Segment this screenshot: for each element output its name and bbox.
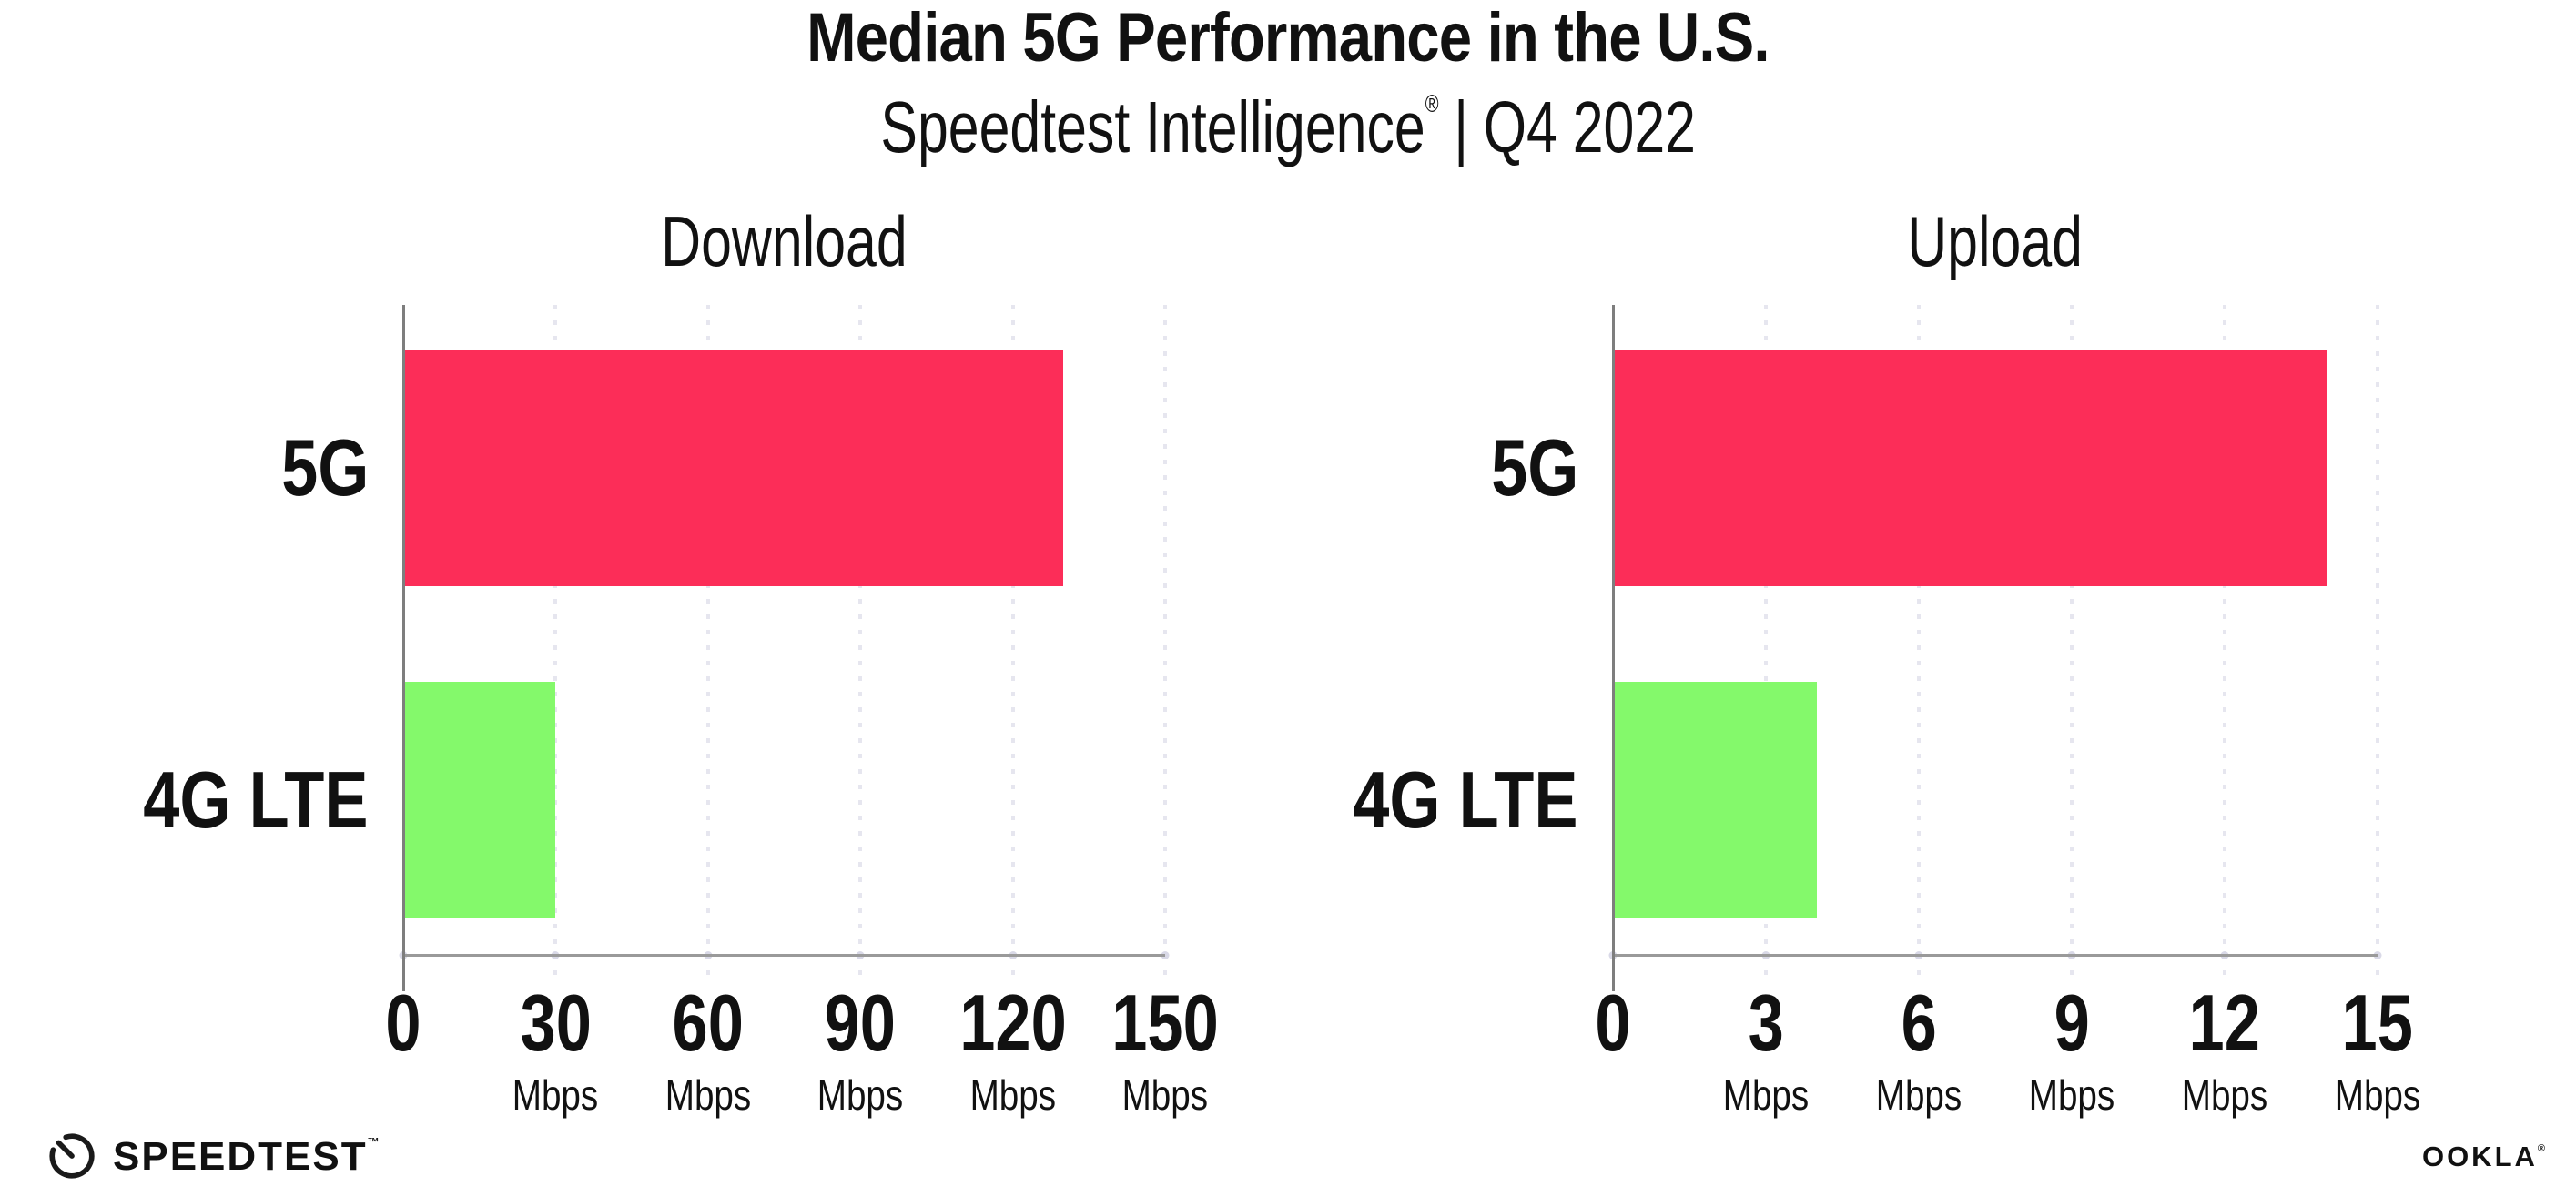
x-tick-unit: Mbps <box>1121 1071 1209 1119</box>
gridline-12 <box>2223 305 2226 986</box>
x-tick-unit: Mbps <box>969 1071 1056 1119</box>
x-tick-15: 15 Mbps <box>2327 956 2429 1119</box>
x-tick-unit: Mbps <box>2181 1071 2268 1119</box>
trademark-mark: ™ <box>367 1134 380 1149</box>
x-tick-value: 150 <box>1111 978 1219 1068</box>
upload-category-labels: 5G 4G LTE <box>1249 305 1613 956</box>
x-tick-6: 6 Mbps <box>1868 956 1970 1119</box>
gridline-90 <box>858 305 863 986</box>
x-tick-3: 3 Mbps <box>1715 956 1817 1119</box>
download-category-labels: 5G 4G LTE <box>39 305 403 956</box>
x-tick-value: 30 <box>520 978 592 1068</box>
y-axis-line <box>402 305 405 991</box>
subtitle-product: Speedtest Intelligence <box>880 86 1425 167</box>
axis-tick-dot-15 <box>2373 951 2382 959</box>
x-tick-0: 0 <box>381 956 426 1063</box>
registered-trademark-mark: ® <box>1425 90 1439 117</box>
x-tick-30: 30 Mbps <box>504 956 606 1119</box>
gridline-9 <box>2070 305 2074 986</box>
x-tick-0: 0 <box>1591 956 1636 1063</box>
category-label-4g-lte: 4G LTE <box>143 755 369 846</box>
x-tick-9: 9 Mbps <box>2021 956 2123 1119</box>
page-title: Median 5G Performance in the U.S. <box>806 0 1770 76</box>
gridline-120 <box>1010 305 1015 986</box>
upload-bar-5g <box>1613 349 2327 586</box>
x-tick-90: 90 Mbps <box>809 956 911 1119</box>
subtitle-separator: | <box>1454 86 1468 167</box>
x-tick-value: 9 <box>2054 978 2090 1068</box>
ookla-logo: OOKLA® <box>2422 1138 2545 1174</box>
upload-x-axis-ticks: 0 3 Mbps 6 Mbps 9 Mbps 12 Mbps 15 Mbps <box>1595 956 2420 1138</box>
gridline-15 <box>2376 305 2379 986</box>
x-tick-60: 60 Mbps <box>657 956 759 1119</box>
page-subtitle: Speedtest Intelligence® | Q4 2022 <box>0 87 2576 167</box>
y-axis-line <box>1612 305 1615 991</box>
x-tick-unit: Mbps <box>816 1071 904 1119</box>
x-tick-120: 120 Mbps <box>946 956 1080 1119</box>
x-tick-value: 15 <box>2341 978 2414 1068</box>
category-label-5g: 5G <box>280 421 369 512</box>
download-bar-5g <box>403 349 1064 586</box>
x-tick-value: 120 <box>958 978 1067 1068</box>
speedometer-gauge-icon <box>49 1133 95 1179</box>
speedtest-logo: SPEEDTEST™ <box>46 1127 380 1185</box>
x-tick-unit: Mbps <box>1722 1071 1810 1119</box>
subtitle-period: Q4 2022 <box>1483 86 1696 167</box>
gridline-3 <box>1764 305 1768 986</box>
x-tick-value: 0 <box>385 978 421 1068</box>
gridline-30 <box>553 305 558 986</box>
registered-mark: ® <box>2537 1142 2545 1154</box>
x-tick-value: 6 <box>1901 978 1937 1068</box>
x-tick-12: 12 Mbps <box>2174 956 2276 1119</box>
download-chart-title: Download <box>661 201 908 281</box>
x-tick-value: 60 <box>672 978 744 1068</box>
x-axis-line <box>403 954 1165 957</box>
upload-bar-4g-lte <box>1613 681 1817 919</box>
x-tick-value: 12 <box>2188 978 2261 1068</box>
gridline-150 <box>1163 305 1167 986</box>
speedtest-wordmark: SPEEDTEST™ <box>113 1133 380 1179</box>
gridline-60 <box>705 305 710 986</box>
download-x-axis-ticks: 0 30 Mbps 60 Mbps 90 Mbps 120 Mbps 150 Mbps <box>385 956 1218 1138</box>
upload-chart-title: Upload <box>1907 201 2084 281</box>
gridline-6 <box>1917 305 1921 986</box>
download-bar-4g-lte <box>403 681 556 919</box>
x-tick-value: 90 <box>825 978 897 1068</box>
category-label-4g-lte: 4G LTE <box>1353 755 1578 846</box>
x-tick-unit: Mbps <box>2028 1071 2115 1119</box>
ookla-wordmark: OOKLA® <box>2421 1140 2545 1172</box>
x-tick-unit: Mbps <box>664 1071 752 1119</box>
x-tick-150: 150 Mbps <box>1099 956 1232 1119</box>
x-tick-unit: Mbps <box>1875 1071 1962 1119</box>
download-plot-area <box>399 305 1170 991</box>
x-axis-line <box>1613 954 2378 957</box>
axis-tick-dot-150 <box>1161 951 1170 959</box>
x-tick-value: 0 <box>1595 978 1631 1068</box>
category-label-5g: 5G <box>1490 421 1578 512</box>
upload-plot-area <box>1608 305 2382 991</box>
x-tick-unit: Mbps <box>512 1071 599 1119</box>
x-tick-unit: Mbps <box>2334 1071 2421 1119</box>
x-tick-value: 3 <box>1748 978 1784 1068</box>
